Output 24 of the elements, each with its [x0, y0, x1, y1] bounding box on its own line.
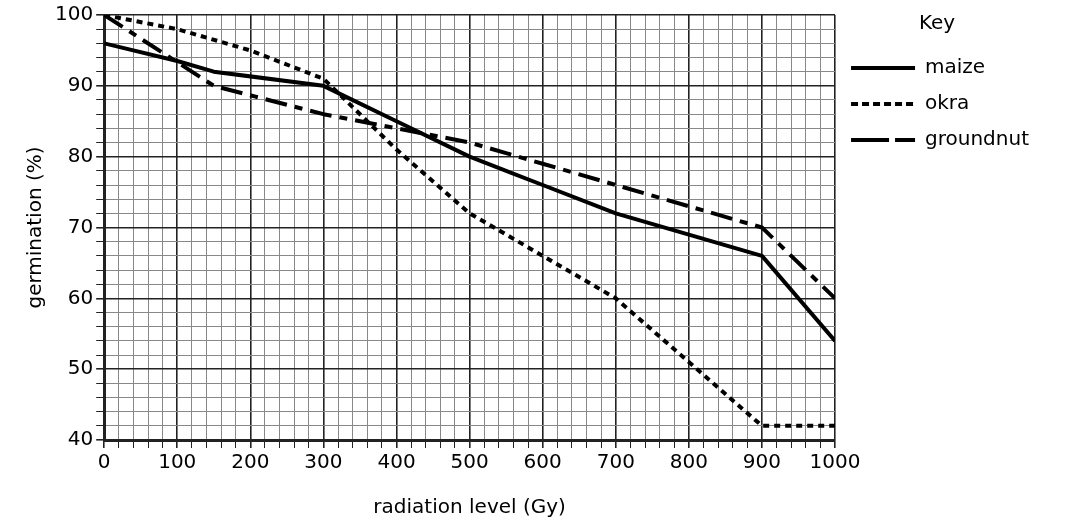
y-tick-label: 40 [67, 426, 94, 451]
x-tick-label: 700 [596, 449, 635, 474]
x-tick-label: 100 [158, 449, 197, 474]
legend-label: groundnut [925, 126, 1030, 151]
x-tick-label: 300 [304, 449, 343, 474]
x-tick-label: 1000 [809, 449, 861, 474]
x-tick-label: 800 [669, 449, 708, 474]
x-tick-label: 900 [742, 449, 782, 474]
legend-label: okra [925, 90, 970, 115]
x-tick-label: 0 [97, 449, 111, 474]
y-tick-label: 90 [67, 72, 94, 97]
x-tick-label: 600 [523, 449, 562, 474]
y-tick-label: 60 [67, 284, 94, 309]
x-axis-title: radiation level (Gy) [373, 494, 566, 519]
y-tick-label: 70 [67, 213, 94, 238]
y-axis-title: germination (%) [22, 146, 47, 309]
legend-title: Key [918, 10, 956, 35]
y-tick-label: 100 [54, 1, 94, 26]
x-tick-label: 200 [231, 449, 270, 474]
x-tick-label: 500 [450, 449, 489, 474]
x-tick-label: 400 [377, 449, 416, 474]
y-tick-label: 50 [67, 355, 94, 380]
legend-label: maize [925, 54, 986, 79]
y-tick-label: 80 [67, 142, 94, 167]
